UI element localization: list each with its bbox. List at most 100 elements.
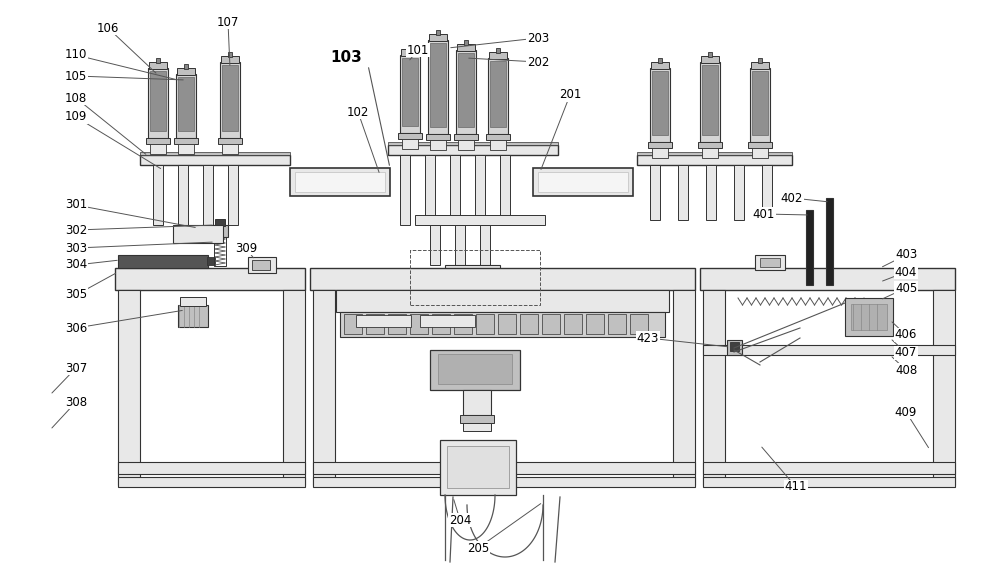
Bar [755,255,785,270]
Bar [440,293,470,305]
Bar [700,268,955,290]
Bar [650,165,660,220]
Bar [436,30,440,35]
Bar [806,210,813,285]
Text: 201: 201 [559,88,581,102]
Text: 405: 405 [895,281,917,294]
Bar [366,314,384,334]
Bar [751,62,769,69]
Text: 309: 309 [235,242,257,254]
Bar [673,290,695,485]
Bar [706,165,716,220]
Bar [420,315,475,327]
Bar [447,446,509,488]
Bar [440,440,516,495]
Bar [426,134,450,140]
Text: 307: 307 [65,362,87,374]
Bar [463,423,491,431]
Bar [475,155,485,225]
Bar [118,255,208,268]
Text: 106: 106 [97,22,119,35]
Text: 202: 202 [527,56,549,68]
Bar [702,65,718,135]
Bar [178,305,208,327]
Text: 108: 108 [65,91,87,105]
Bar [438,354,512,384]
Text: 407: 407 [895,346,917,360]
Bar [400,155,410,225]
Bar [476,314,494,334]
Bar [140,155,290,165]
Text: 404: 404 [895,266,917,278]
Bar [228,52,232,57]
Bar [313,290,335,485]
Bar [454,134,478,140]
Text: 303: 303 [65,242,87,254]
Bar [408,45,412,50]
Text: 308: 308 [65,395,87,408]
Bar [178,165,188,225]
Bar [150,71,166,131]
Text: 204: 204 [449,514,471,526]
Bar [402,139,418,149]
Bar [564,314,582,334]
Bar [410,250,540,305]
Bar [388,142,558,145]
Bar [703,477,955,487]
Bar [156,58,160,63]
Bar [400,55,420,133]
Text: 203: 203 [527,32,549,44]
Bar [388,145,558,155]
Bar [173,225,223,243]
Bar [430,350,520,390]
Bar [214,236,226,266]
Bar [730,342,739,351]
Bar [218,138,242,144]
Bar [650,68,670,142]
Bar [678,165,688,220]
Bar [430,140,446,150]
Bar [648,142,672,148]
Bar [748,142,772,148]
Bar [153,165,163,225]
Bar [252,260,270,270]
Text: 205: 205 [467,542,489,555]
Bar [118,477,305,487]
Bar [464,40,468,45]
Bar [207,257,215,265]
Bar [701,56,719,63]
Bar [762,165,772,220]
Bar [432,314,450,334]
Bar [430,43,446,127]
Text: 406: 406 [895,329,917,342]
Bar [402,58,418,126]
Bar [658,58,662,63]
Bar [456,50,476,134]
Bar [146,138,170,144]
Bar [177,68,195,75]
Bar [630,314,648,334]
Bar [398,133,422,139]
Text: 402: 402 [781,191,803,205]
Bar [460,415,494,423]
Bar [430,225,440,265]
Bar [463,390,491,415]
Bar [222,144,238,154]
Bar [222,65,238,131]
Text: 105: 105 [65,70,87,82]
Bar [118,290,140,485]
Bar [148,68,168,138]
Bar [542,314,560,334]
Bar [454,314,472,334]
Bar [344,314,362,334]
Bar [184,64,188,69]
Bar [637,152,792,155]
Bar [455,225,465,265]
Bar [115,268,305,290]
Bar [228,165,238,225]
Bar [700,62,720,142]
Bar [727,340,742,355]
Text: 409: 409 [895,405,917,418]
Bar [750,68,770,142]
Text: 305: 305 [65,288,87,301]
